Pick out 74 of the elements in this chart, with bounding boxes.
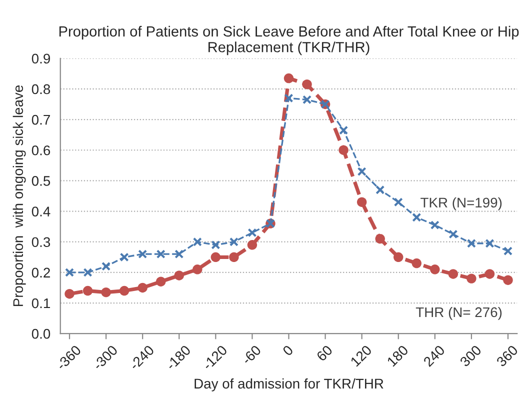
- y-tick-label: 0.1: [32, 298, 50, 308]
- point: [302, 95, 312, 104]
- series-label: THR (N= 276): [416, 306, 502, 320]
- point: [156, 276, 166, 286]
- point: [229, 252, 239, 262]
- point: [210, 252, 221, 262]
- point: [339, 126, 348, 135]
- point: [64, 288, 74, 299]
- point: [394, 252, 404, 262]
- point: [484, 269, 495, 279]
- point: [119, 286, 130, 296]
- x-tick-label: 0: [282, 344, 294, 356]
- point: [83, 268, 92, 277]
- x-tick-label: -120: [202, 344, 228, 370]
- x-tick-label: -360: [56, 344, 82, 370]
- y-tick-label: 0.2: [32, 268, 50, 278]
- series-label: TKR (N=199): [420, 197, 502, 210]
- point: [101, 287, 111, 298]
- y-tick-label: 0.3: [32, 237, 50, 248]
- point: [248, 228, 257, 238]
- point: [174, 270, 184, 280]
- point: [412, 212, 422, 222]
- point: [412, 258, 422, 268]
- point: [138, 282, 148, 293]
- point: [284, 94, 294, 103]
- point: [430, 220, 440, 230]
- y-tick-label: 0.5: [32, 176, 50, 186]
- point: [394, 198, 403, 207]
- point: [430, 264, 440, 274]
- point: [356, 197, 367, 207]
- x-axis-title: Day of admission for TKR/THR: [194, 378, 384, 392]
- x-tick-label: 240: [422, 344, 446, 368]
- y-tick-label: 0.0: [32, 328, 50, 339]
- point: [211, 240, 220, 250]
- point: [448, 269, 458, 279]
- y-tick-label: 0.9: [32, 54, 50, 64]
- x-tick-label: -180: [165, 344, 192, 370]
- point: [302, 80, 312, 90]
- x-tick-label: -60: [241, 344, 262, 365]
- point: [247, 240, 258, 250]
- x-tick-label: 360: [496, 344, 518, 368]
- point: [284, 73, 294, 84]
- x-tick-label: 120: [350, 344, 372, 367]
- point: [503, 246, 513, 256]
- point: [229, 237, 238, 246]
- point: [338, 145, 348, 155]
- point: [120, 252, 129, 262]
- point: [102, 262, 111, 271]
- point: [192, 237, 202, 246]
- point: [174, 250, 184, 259]
- y-axis-title: Propoortion with ongoing sick leave: [12, 85, 26, 306]
- point: [485, 238, 494, 248]
- point: [156, 250, 166, 259]
- point: [375, 234, 385, 244]
- point: [192, 264, 202, 274]
- x-tick-label: -300: [92, 344, 118, 370]
- x-tick-label: 300: [459, 344, 482, 368]
- point: [357, 167, 366, 176]
- point: [82, 286, 93, 296]
- x-tick-label: 60: [316, 344, 334, 362]
- x-tick-label: 180: [386, 344, 409, 367]
- y-tick-label: 0.4: [32, 206, 50, 216]
- y-tick-label: 0.8: [32, 84, 50, 94]
- point: [64, 268, 74, 277]
- chart-title: Proportion of Patients on Sick Leave Before and After Total Knee or Hip Replacement (TKR/THR): [59, 26, 519, 56]
- y-tick-label: 0.6: [32, 145, 50, 156]
- point: [376, 185, 385, 194]
- y-tick-label: 0.7: [32, 114, 50, 125]
- point: [138, 250, 148, 259]
- point: [466, 238, 476, 248]
- point: [466, 274, 476, 284]
- point: [503, 275, 513, 285]
- x-tick-label: -240: [128, 344, 155, 370]
- point: [448, 230, 458, 239]
